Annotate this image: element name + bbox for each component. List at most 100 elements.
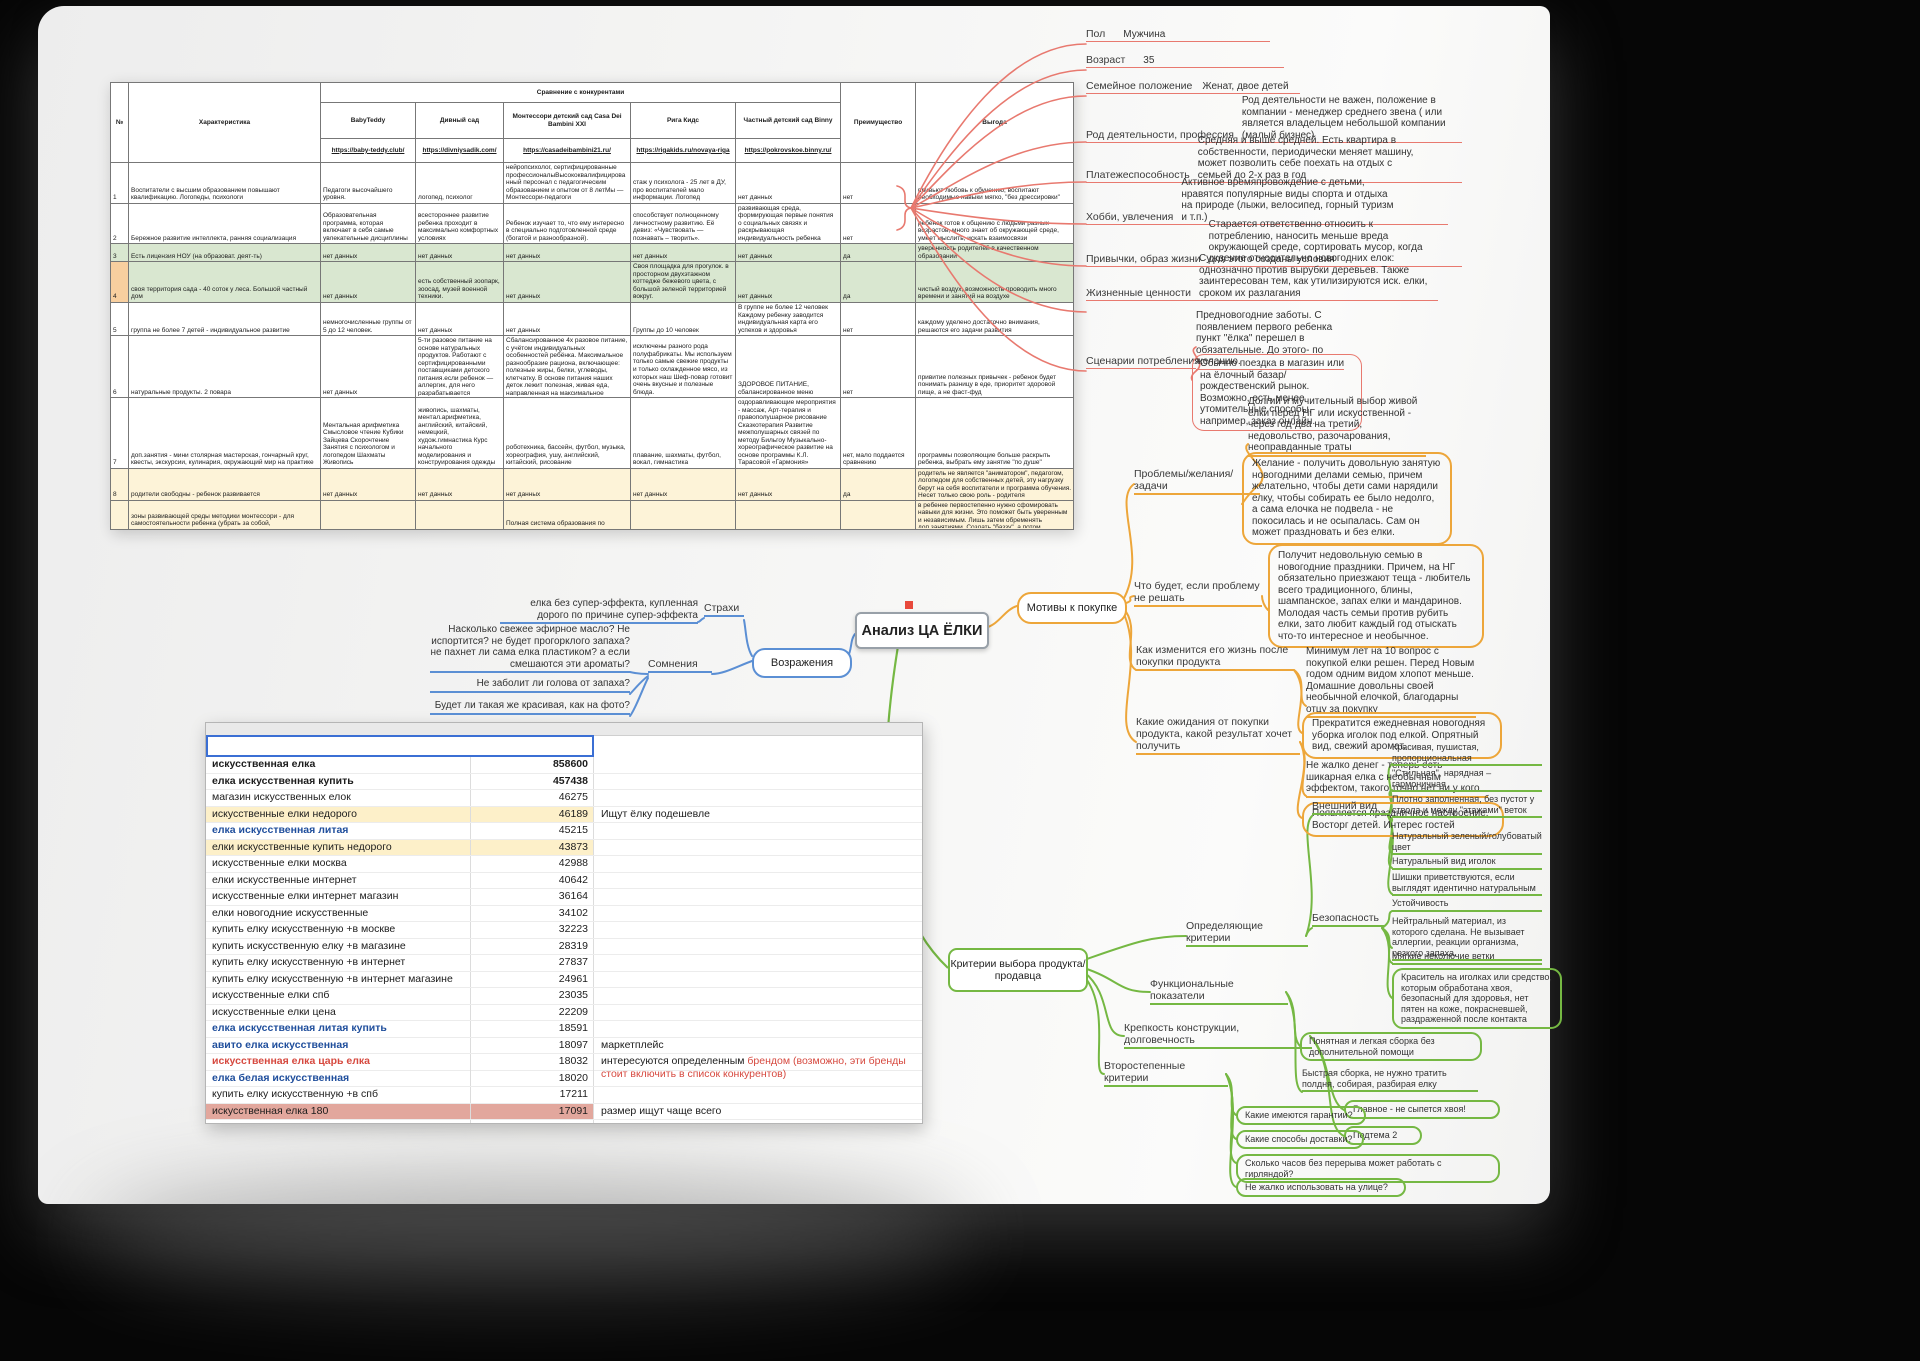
frequency-cell[interactable]: 45215	[471, 823, 594, 839]
competitor-name[interactable]: Монтессори детский сад Casa Dei Bambini …	[503, 102, 631, 139]
note-cell[interactable]	[594, 906, 922, 922]
table-cell[interactable]: своя территория сада - 40 соток у леса. …	[128, 261, 321, 303]
keyword-cell[interactable]: елки новогодние искусственные	[206, 905, 471, 921]
table-cell[interactable]: в ребенке первостепенно нужно сфомироват…	[915, 499, 1075, 530]
table-cell[interactable]: привьют любовь к обучению, воспитают нео…	[915, 162, 1075, 204]
frequency-cell[interactable]: 17091	[471, 1103, 594, 1119]
criteria-group-label[interactable]: Функциональные показатели	[1150, 978, 1288, 1006]
note-cell[interactable]	[594, 790, 922, 806]
keyword-row[interactable]: елки новогодние искусственные 34102	[206, 905, 922, 922]
motive-group-label[interactable]: Проблемы/желания/задачи	[1134, 468, 1260, 496]
fear-item[interactable]: елка без супер-эффекта, купленная дорого…	[500, 598, 698, 624]
keyword-cell[interactable]: купить искусственную елку +в магазине	[206, 938, 471, 954]
keyword-row[interactable]: купить искусственную елку +в магазине 283…	[206, 938, 922, 955]
note-cell[interactable]: размер ищут чаще всего	[601, 1104, 722, 1117]
table-cell[interactable]: да	[840, 243, 917, 263]
table-cell[interactable]	[734, 499, 842, 530]
motive-item[interactable]: Минимум лет на 10 вопрос с покупкой елки…	[1306, 646, 1476, 718]
table-cell[interactable]: логопед, психолог	[415, 162, 504, 204]
table-cell[interactable]: способствует полноценному личностному ра…	[630, 202, 736, 245]
keyword-cell[interactable]: елка белая искусственная	[206, 1070, 471, 1086]
criteria-item[interactable]: "Стильная", нарядная – гармоничная	[1392, 768, 1542, 793]
table-cell[interactable]: нет данных	[320, 261, 416, 303]
portrait-row[interactable]: Платежеспособность Средняя и выше средней…	[1086, 135, 1462, 183]
note-cell[interactable]	[594, 840, 922, 856]
table-cell[interactable]: нет данных	[320, 335, 416, 399]
table-cell[interactable]: исключены разного рода полуфабрикаты. Мы…	[630, 335, 736, 399]
note-cell[interactable]	[594, 972, 922, 988]
table-cell[interactable]: нет данных	[734, 261, 842, 303]
collapse-indicator-icon[interactable]	[905, 601, 913, 609]
table-cell[interactable]: нет, мало поддается сравнению	[840, 397, 917, 469]
competitor-link[interactable]: https://baby-teddy.club/	[320, 138, 416, 163]
table-cell[interactable]: развивающая среда, формирующая первые по…	[734, 202, 842, 245]
keyword-row[interactable]: искусственная елка царь елка 18032 интерес…	[206, 1054, 922, 1080]
keyword-row[interactable]: купить елку искусственную +в спб 17211	[206, 1087, 922, 1104]
table-cell[interactable]: Есть лицензия НОУ (на образоват. деят-ть…	[128, 243, 321, 263]
keyword-row[interactable]: елка искусственная купить 457438	[206, 773, 922, 790]
table-cell[interactable]: нет данных	[503, 467, 631, 501]
portrait-row[interactable]: Семейное положение Женат, двое детей	[1086, 80, 1300, 95]
frequency-cell[interactable]: 18020	[471, 1070, 594, 1086]
row-number-cell[interactable]: 7	[110, 397, 129, 469]
doubt-item[interactable]: Будет ли такая же красивая, как на фото?	[430, 700, 630, 715]
keyword-row[interactable]: искусственные елки цена 22209	[206, 1004, 922, 1021]
criteria-item[interactable]: Мягкие неколючие ветки	[1392, 951, 1542, 965]
keyword-cell[interactable]: магазин искусственных елок	[206, 790, 471, 806]
keyword-row[interactable]: искусственная елка 858600	[206, 757, 922, 774]
table-cell[interactable]: нет	[840, 335, 917, 399]
table-cell[interactable]: есть собственный зоопарк, зоосад, музей …	[415, 261, 504, 303]
keyword-cell[interactable]: искусственные елки москва	[206, 856, 471, 872]
competitor-name[interactable]: BabyTeddy	[320, 102, 416, 139]
keyword-cell[interactable]: купить елку искусственную +в интернет	[206, 955, 471, 971]
competitor-link[interactable]: https://pokrovskoe.binny.ru/	[734, 138, 842, 163]
table-cell[interactable]: нет данных	[734, 243, 842, 263]
topic-criteria[interactable]: Критерии выбора продукта/продавца	[948, 948, 1088, 992]
motive-group-label[interactable]: Какие ожидания от покупки продукта, како…	[1136, 716, 1300, 756]
table-cell[interactable]: Бережное развитие интеллекта, ранняя соц…	[128, 202, 321, 245]
note-cell[interactable]	[594, 873, 922, 889]
motive-item[interactable]: Получит недовольную семью в новогодние п…	[1268, 544, 1484, 648]
keyword-cell[interactable]: искусственная елка 180	[206, 1103, 471, 1119]
keyword-row[interactable]: искусственные елки интернет магазин 36164	[206, 889, 922, 906]
motive-item[interactable]: Появляется праздничное настроение. Восто…	[1302, 802, 1504, 837]
motive-item[interactable]: Желание - получить довольную занятую нов…	[1242, 452, 1452, 545]
criteria-item[interactable]: Устойчивость	[1392, 898, 1542, 912]
frequency-cell[interactable]: 17211	[471, 1087, 594, 1103]
frequency-cell[interactable]: 32223	[471, 922, 594, 938]
keyword-cell[interactable]: искусственные елки цена	[206, 1004, 471, 1020]
criteria-item[interactable]: Быстрая сборка, не нужно тратить полдня,…	[1302, 1068, 1478, 1093]
criteria-group-label[interactable]: Крепкость конструкции, долговечность	[1124, 1022, 1312, 1050]
table-cell[interactable]: нет данных	[630, 467, 736, 501]
note-cell[interactable]	[594, 889, 922, 905]
keyword-row[interactable]: купить елку искусственную +в москве 32223	[206, 922, 922, 939]
keyword-cell[interactable]: искусственная елка царь елка	[206, 1054, 471, 1080]
note-cell[interactable]: маркетплейс	[601, 1038, 664, 1051]
criteria-group-label[interactable]: Определяющие критерии	[1186, 920, 1308, 948]
table-cell[interactable]: Своя площадка для прогулок. в просторном…	[630, 261, 736, 303]
note-cell[interactable]: интересуются определенным брендом (возмо…	[601, 1055, 906, 1080]
table-cell[interactable]: Воспитатели с высшим образованием повыша…	[128, 162, 321, 204]
competitor-link[interactable]: https://divniysadik.com/	[415, 138, 504, 163]
motive-item[interactable]: Долгий и мучительный выбор живой елки пе…	[1248, 396, 1426, 457]
keyword-row[interactable]: елки искусственные интернет 40642	[206, 872, 922, 889]
keyword-cell[interactable]: авито елка искусственная	[206, 1037, 471, 1053]
keyword-row[interactable]: авито елка искусственная 18097 маркетплейс	[206, 1037, 922, 1054]
criteria-item[interactable]: Подтема 2	[1344, 1126, 1422, 1145]
topic-fears[interactable]: Страхи	[704, 602, 744, 618]
table-cell[interactable]: стаж у психолога - 25 лет в ДУ, про восп…	[630, 162, 736, 204]
criteria-item[interactable]: Какие способы доставки?	[1236, 1130, 1364, 1149]
criteria-sub-label[interactable]: Безопасность	[1312, 912, 1384, 928]
group-header[interactable]: Сравнение с конкурентами	[319, 82, 842, 103]
table-cell[interactable]: уверенность родителей в качественном обр…	[915, 243, 1075, 263]
keyword-spreadsheet[interactable]: искусственная елка 858600 елка искусственн…	[205, 722, 923, 1124]
keyword-row[interactable]: купить елку искусственную +в интернет 278…	[206, 955, 922, 972]
row-number-cell[interactable]: 5	[110, 301, 129, 337]
frequency-cell[interactable]: 43873	[471, 839, 594, 855]
keyword-cell[interactable]: искусственные елки спб	[206, 988, 471, 1004]
table-cell[interactable]: нет данных	[415, 467, 504, 501]
frequency-cell[interactable]: 46275	[471, 790, 594, 806]
keyword-row[interactable]: искусственные елки москва 42988	[206, 856, 922, 873]
note-cell[interactable]	[594, 856, 922, 872]
frequency-cell[interactable]: 36164	[471, 889, 594, 905]
